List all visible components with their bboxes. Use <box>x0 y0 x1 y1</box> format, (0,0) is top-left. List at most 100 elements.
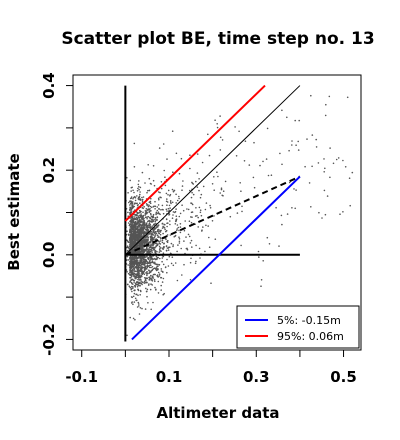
scatter-point <box>127 192 129 194</box>
scatter-point <box>132 236 135 238</box>
scatter-point <box>129 257 132 260</box>
scatter-point <box>149 264 152 266</box>
scatter-point <box>136 246 139 248</box>
scatter-point <box>169 252 172 255</box>
scatter-point <box>155 268 157 271</box>
scatter-point <box>161 257 164 259</box>
scatter-point <box>127 241 130 243</box>
scatter-point <box>150 183 152 185</box>
scatter-point <box>139 229 141 232</box>
scatter-point <box>139 193 141 196</box>
scatter-point <box>139 191 141 193</box>
scatter-point <box>281 223 283 226</box>
scatter-point <box>317 162 320 164</box>
scatter-point <box>132 260 134 263</box>
scatter-point <box>146 209 148 212</box>
scatter-point <box>147 265 150 268</box>
scatter-point <box>127 222 130 224</box>
scatter-point <box>183 229 186 232</box>
scatter-point <box>131 290 133 293</box>
scatter-point <box>157 212 159 215</box>
scatter-point <box>137 198 139 200</box>
scatter-point <box>137 301 140 304</box>
scatter-point <box>126 239 128 242</box>
scatter-point <box>209 207 212 209</box>
scatter-point <box>166 198 168 200</box>
scatter-point <box>172 245 174 248</box>
scatter-point <box>133 301 136 303</box>
scatter-point <box>186 248 189 251</box>
scatter-point <box>147 261 149 264</box>
scatter-point <box>291 207 293 209</box>
scatter-point <box>166 247 169 249</box>
scatter-point <box>137 236 140 239</box>
scatter-point <box>146 295 148 298</box>
scatter-point <box>182 209 185 212</box>
scatter-point <box>152 213 155 216</box>
scatter-point <box>135 216 138 219</box>
scatter-point <box>156 258 158 261</box>
scatter-point <box>170 202 172 205</box>
scatter-point <box>166 201 169 203</box>
scatter-point <box>160 276 162 279</box>
scatter-point <box>163 242 165 245</box>
scatter-point <box>148 277 151 279</box>
scatter-point <box>131 257 133 260</box>
scatter-point <box>147 164 149 166</box>
scatter-point <box>172 264 175 267</box>
scatter-point <box>224 180 227 183</box>
scatter-point <box>126 250 129 252</box>
scatter-point <box>142 244 144 246</box>
scatter-point <box>178 195 180 198</box>
scatter-point <box>150 275 152 277</box>
scatter-point <box>154 286 156 289</box>
scatter-point <box>148 242 150 244</box>
scatter-point <box>298 119 301 122</box>
scatter-point <box>144 214 146 216</box>
scatter-point <box>140 221 142 224</box>
scatter-point <box>324 213 327 216</box>
scatter-point <box>133 235 136 238</box>
scatter-point <box>137 231 139 234</box>
scatter-point <box>184 220 186 222</box>
scatter-point <box>139 214 141 217</box>
scatter-point <box>152 215 154 217</box>
scatter-point <box>135 281 138 284</box>
p95-line <box>124 84 266 222</box>
scatter-point <box>152 236 154 239</box>
scatter-point <box>130 221 132 223</box>
scatter-point <box>265 158 268 160</box>
scatter-point <box>156 209 159 212</box>
scatter-point <box>135 293 138 296</box>
scatter-point <box>182 180 184 182</box>
scatter-point <box>136 276 139 279</box>
scatter-point <box>167 265 170 267</box>
scatter-point <box>220 187 223 189</box>
scatter-point <box>128 285 131 288</box>
scatter-point <box>153 231 155 233</box>
scatter-point <box>166 158 168 160</box>
scatter-point <box>260 279 263 281</box>
scatter-point <box>168 214 170 216</box>
scatter-point <box>175 219 178 222</box>
scatter-point <box>211 220 214 222</box>
scatter-point <box>195 244 197 247</box>
scatter-point <box>154 220 157 223</box>
scatter-point <box>148 269 150 272</box>
scatter-point <box>138 218 141 220</box>
scatter-point <box>133 166 136 168</box>
scatter-point <box>152 301 154 304</box>
scatter-point <box>129 245 131 247</box>
scatter-point <box>140 213 142 215</box>
scatter-point <box>142 196 145 198</box>
scatter-point <box>166 258 168 261</box>
scatter-point <box>132 270 134 272</box>
scatter-point <box>197 216 199 219</box>
scatter-point <box>137 183 140 186</box>
scatter-point <box>198 247 201 250</box>
scatter-point <box>129 202 132 205</box>
scatter-point <box>129 271 131 274</box>
scatter-point <box>132 204 134 206</box>
scatter-point <box>323 189 326 192</box>
scatter-point <box>127 264 129 266</box>
